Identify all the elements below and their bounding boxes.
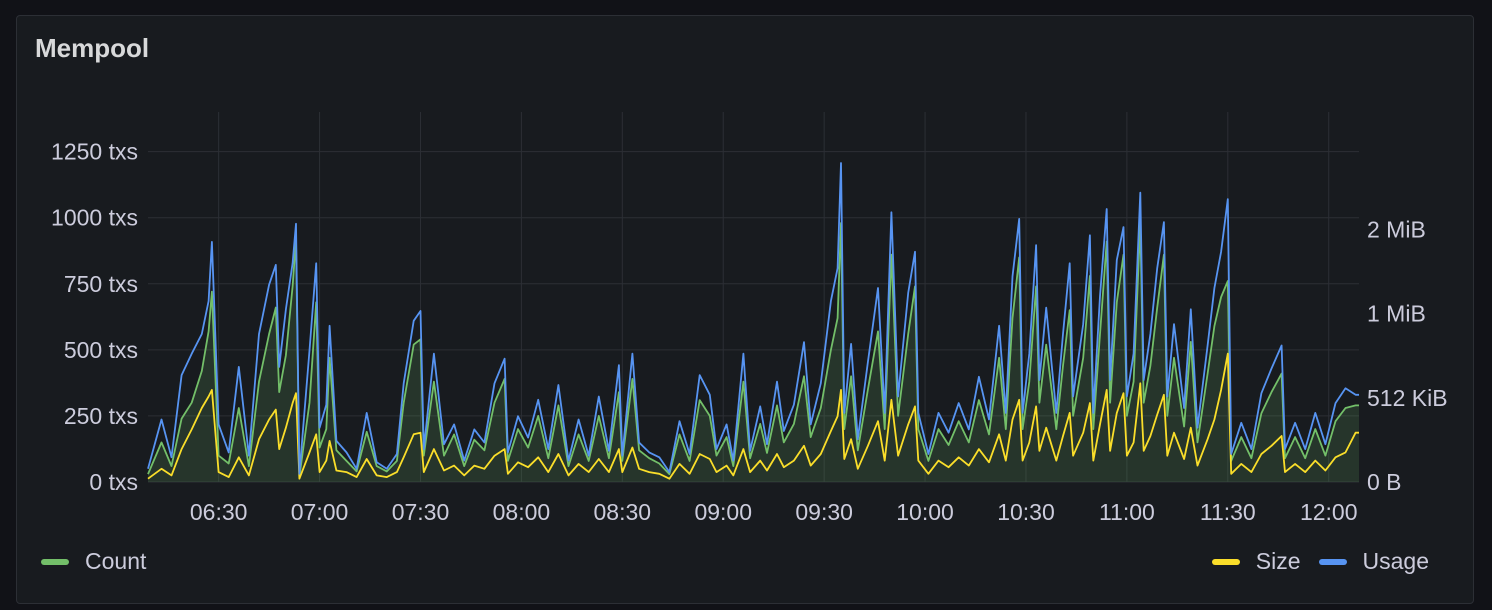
y-left-tick-label: 500 txs: [64, 337, 138, 363]
legend-label-size: Size: [1255, 548, 1301, 574]
y-right-tick-label: 0 B: [1367, 469, 1402, 495]
legend-left: Count: [41, 548, 146, 575]
y-left-tick-label: 750 txs: [64, 271, 138, 297]
x-tick-label: 10:00: [896, 499, 954, 525]
legend-item-count[interactable]: Count: [41, 548, 146, 575]
y-axis-left: 0 txs 250 txs 500 txs 750 txs 1000 txs 1250 t…: [51, 139, 138, 495]
legend-right: Size Usage: [1211, 548, 1429, 575]
usage-legend-swatch-icon: [1318, 558, 1347, 565]
y-right-tick-label: 2 MiB: [1367, 216, 1426, 242]
x-tick-label: 06:30: [190, 499, 248, 525]
x-tick-label: 10:30: [997, 499, 1055, 525]
size-legend-swatch-icon: [1211, 558, 1240, 565]
x-axis: 06:30 07:00 07:30 08:00 08:30 09:00 09:30 10:00…: [190, 499, 1358, 525]
x-tick-label: 09:30: [795, 499, 853, 525]
count-series-area: [148, 223, 1359, 482]
y-axis-right: 0 B 512 KiB 1 MiB 2 MiB: [1367, 216, 1448, 495]
x-tick-label: 08:30: [594, 499, 652, 525]
x-tick-label: 07:30: [392, 499, 450, 525]
y-right-tick-label: 512 KiB: [1367, 385, 1448, 411]
usage-series-line[interactable]: [147, 162, 1359, 475]
panel-title[interactable]: Mempool: [35, 33, 150, 63]
y-left-tick-label: 0 txs: [89, 469, 138, 495]
y-left-tick-label: 1000 txs: [51, 205, 138, 231]
y-right-tick-label: 1 MiB: [1367, 301, 1426, 327]
x-tick-label: 12:00: [1300, 499, 1358, 525]
x-tick-label: 11:30: [1200, 499, 1256, 525]
y-left-tick-label: 1250 txs: [51, 139, 138, 165]
x-tick-label: 11:00: [1099, 499, 1155, 525]
mempool-chart: 0 txs 250 txs 500 txs 750 txs 1000 txs 1250 t…: [51, 112, 1448, 525]
legend-label-usage: Usage: [1362, 548, 1429, 574]
legend-item-size[interactable]: Size: [1211, 548, 1301, 575]
legend-label-count: Count: [85, 548, 147, 574]
mempool-panel: Mempool 0 txs 250 txs 500 txs 750 txs 1000 t…: [16, 15, 1474, 604]
legend-item-usage[interactable]: Usage: [1318, 548, 1429, 575]
x-tick-label: 09:00: [694, 499, 752, 525]
x-tick-label: 07:00: [291, 499, 349, 525]
count-series-line[interactable]: [147, 222, 1359, 478]
y-left-tick-label: 250 txs: [64, 403, 138, 429]
x-tick-label: 08:00: [493, 499, 551, 525]
count-legend-swatch-icon: [41, 558, 69, 565]
grid-lines: [148, 112, 1359, 483]
size-series-line[interactable]: [147, 352, 1359, 480]
series-lines: [147, 162, 1359, 482]
